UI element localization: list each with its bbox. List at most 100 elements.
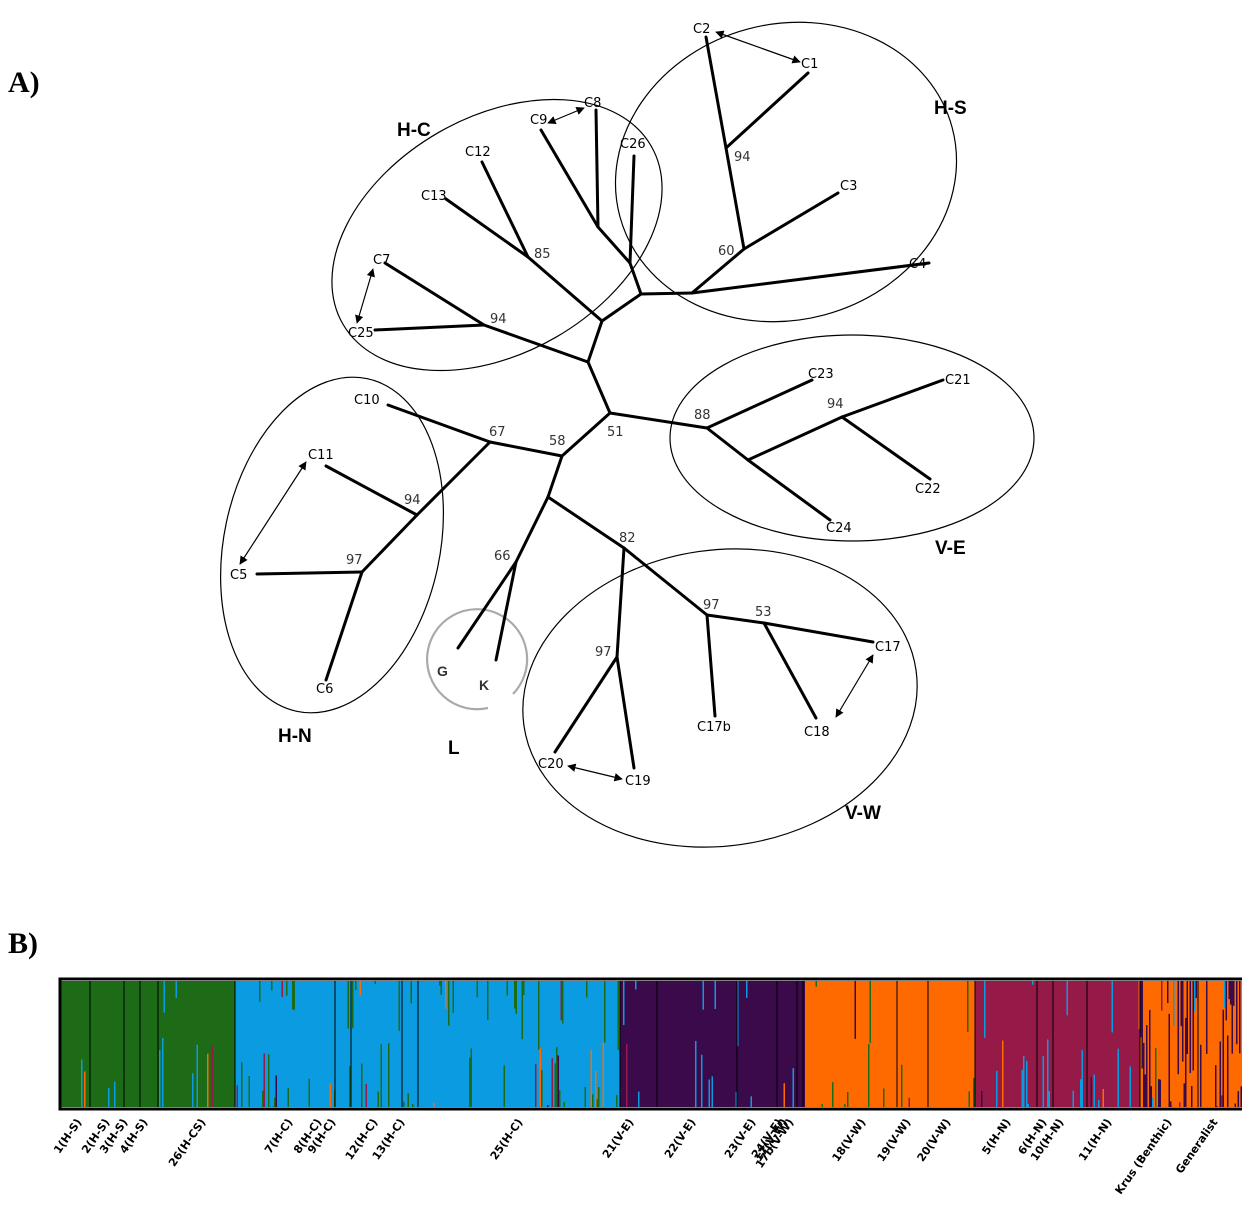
admixture-bar [114, 1081, 116, 1107]
bootstrap-value: 97 [346, 553, 363, 568]
admixture-bar [968, 1091, 970, 1107]
branch [724, 146, 746, 251]
admixture-bar [701, 1054, 703, 1107]
admixture-bar [735, 1091, 737, 1107]
admixture-bar [586, 981, 588, 998]
admixture-bar [1026, 1060, 1028, 1107]
admixture-bar [410, 981, 412, 1004]
admixture-bar [967, 981, 969, 1032]
admixture-bar [1182, 981, 1184, 1062]
double-arrow [547, 107, 585, 124]
admixture-bar [515, 981, 517, 1014]
branch [596, 225, 632, 265]
admixture-bar [535, 1063, 537, 1107]
admixture-bar [196, 1044, 198, 1107]
admixture-bar [1228, 981, 1230, 1000]
admixture-bar [1138, 981, 1140, 1030]
admixture-bar [293, 981, 295, 1010]
cluster-block-green [60, 981, 235, 1107]
admixture-bar [1201, 981, 1203, 990]
admixture-bar [308, 1078, 310, 1107]
admixture-bar [1047, 1039, 1049, 1107]
population-label: 22(V-E) [662, 1116, 699, 1160]
admixture-bar [1215, 1065, 1217, 1107]
admixture-bar [832, 1082, 834, 1107]
admixture-bar [503, 1065, 505, 1107]
population-label: 26(H-CS) [166, 1116, 208, 1169]
admixture-bar [108, 1088, 110, 1107]
clade-label-v-w: V-W [845, 803, 881, 824]
double-arrow [835, 654, 874, 718]
leaf-label: C21 [945, 373, 971, 388]
admixture-bar [1167, 981, 1169, 1004]
admixture-bar [403, 1101, 405, 1107]
branch [560, 411, 612, 458]
admixture-bar [1111, 981, 1113, 1033]
branch [386, 403, 492, 444]
admixture-bar [1117, 1048, 1119, 1107]
admixture-bar [541, 1070, 543, 1107]
admixture-bar [470, 1048, 472, 1107]
bootstrap-value: 67 [489, 425, 506, 440]
admixture-bar [868, 1044, 870, 1107]
admixture-bar [695, 1041, 697, 1107]
admixture-bar [449, 1054, 451, 1107]
admixture-bar [559, 1090, 561, 1107]
admixture-bar [388, 1043, 390, 1107]
admixture-bar [1186, 981, 1188, 1054]
admixture-bar [433, 1102, 435, 1107]
admixture-bar [1219, 1041, 1221, 1107]
admixture-bar [1200, 1044, 1202, 1107]
admixture-bar [1222, 1009, 1224, 1107]
clade-label-h-n: H-N [278, 726, 312, 747]
admixture-bar [1155, 1048, 1157, 1107]
admixture-bar [211, 1045, 213, 1107]
branch [488, 440, 564, 458]
branch [615, 655, 636, 770]
admixture-bar [1189, 981, 1191, 1073]
leaf-label: C6 [316, 682, 333, 697]
admixture-bar [1234, 1103, 1236, 1107]
branch [360, 513, 419, 574]
admixture-bar [496, 981, 498, 1030]
leaf-label: C5 [230, 568, 247, 583]
leaf-label: C19 [625, 774, 651, 789]
leaf-label: C12 [465, 145, 491, 160]
admixture-bar [1168, 1013, 1170, 1107]
admixture-bar [1194, 981, 1196, 1011]
admixture-bar [901, 1064, 903, 1107]
admixture-bar [538, 981, 540, 1050]
cluster-block-orange [805, 981, 975, 1107]
clade-label-v-e: V-E [935, 538, 966, 559]
admixture-bar [750, 1096, 752, 1107]
tree [255, 35, 945, 770]
bootstrap-value: 82 [619, 531, 636, 546]
arrows [239, 30, 874, 782]
admixture-bar [635, 981, 637, 990]
admixture-bar [1179, 1102, 1181, 1107]
admixture-bar [821, 1104, 823, 1107]
branch [324, 464, 419, 517]
branch [482, 323, 590, 364]
population-label: 7(H-C) [262, 1116, 295, 1156]
double-arrow [715, 30, 801, 64]
leaf-label: C1 [801, 57, 818, 72]
leaf-label: C4 [909, 257, 926, 272]
admixture-bar [81, 1059, 83, 1107]
admixture-bar [259, 981, 261, 1002]
branch [255, 570, 364, 576]
clade-labels: H-S H-C V-E H-N V-W L [278, 98, 967, 824]
bootstrap-value: 60 [718, 244, 735, 259]
branch [615, 546, 626, 659]
admixture-bar [562, 981, 564, 1024]
branch [705, 378, 814, 430]
admixture-bar [445, 981, 447, 1009]
admixture-bar [476, 981, 478, 998]
ellipse-h-s [614, 21, 958, 323]
admixture-bar [616, 1095, 618, 1107]
admixture-bar [175, 981, 177, 999]
admixture-bar [1081, 1050, 1083, 1107]
admixture-bar [547, 1105, 549, 1107]
admixture-bar [286, 981, 288, 996]
admixture-bar [792, 1068, 794, 1107]
